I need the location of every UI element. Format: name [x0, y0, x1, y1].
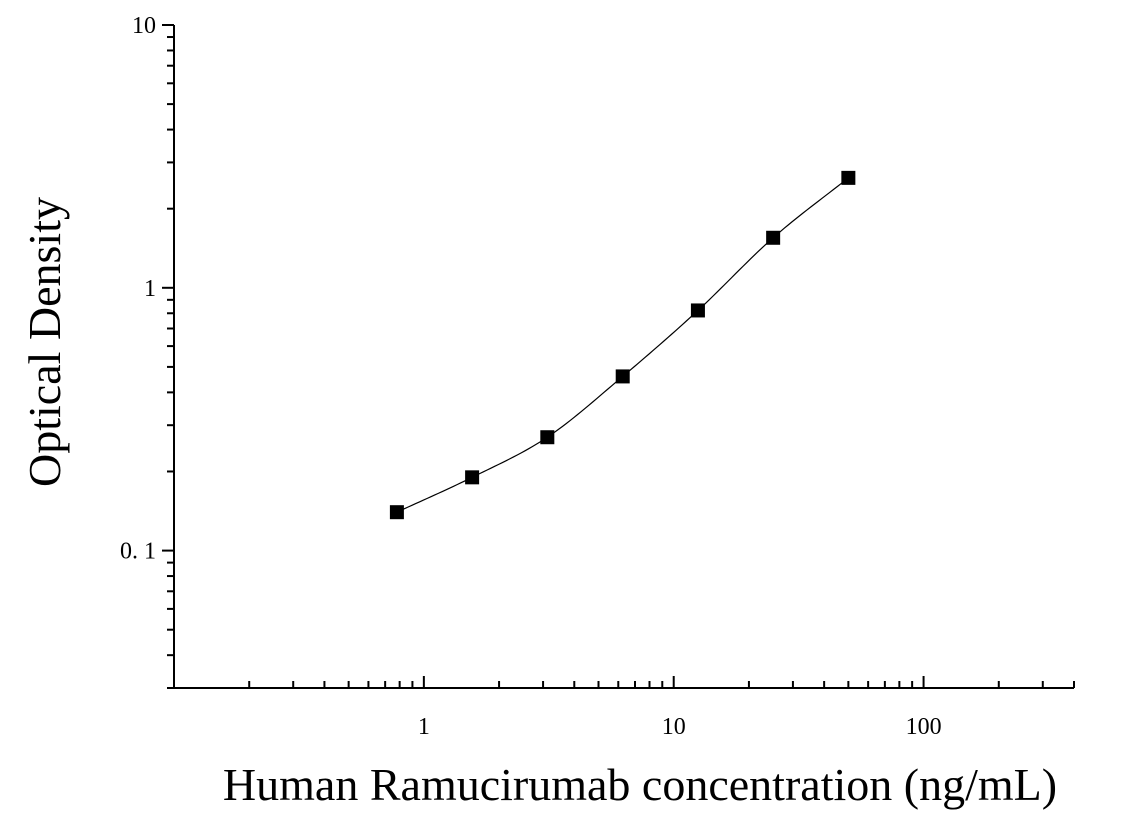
y-axis-title: Optical Density: [19, 197, 70, 487]
y-tick-label: 1: [144, 276, 156, 302]
x-axis-title: Human Ramucirumab concentration (ng/mL): [223, 759, 1057, 810]
data-point: [540, 430, 555, 445]
data-point: [615, 369, 630, 384]
data-point: [766, 230, 781, 245]
data-points: [389, 170, 856, 520]
fit-curve-layer: [396, 177, 849, 513]
x-tick-label: 100: [906, 714, 942, 740]
x-tick-label: 1: [418, 714, 430, 740]
axes: 1 10 100 0. 1 1 10: [120, 13, 1075, 740]
fit-curve: [396, 177, 849, 513]
data-point: [389, 505, 404, 520]
data-point: [465, 470, 480, 485]
data-point: [841, 170, 856, 185]
y-tick-label: 10: [132, 13, 156, 39]
x-tick-label: 10: [662, 714, 686, 740]
data-point: [690, 303, 705, 318]
y-tick-label: 0. 1: [120, 539, 156, 565]
